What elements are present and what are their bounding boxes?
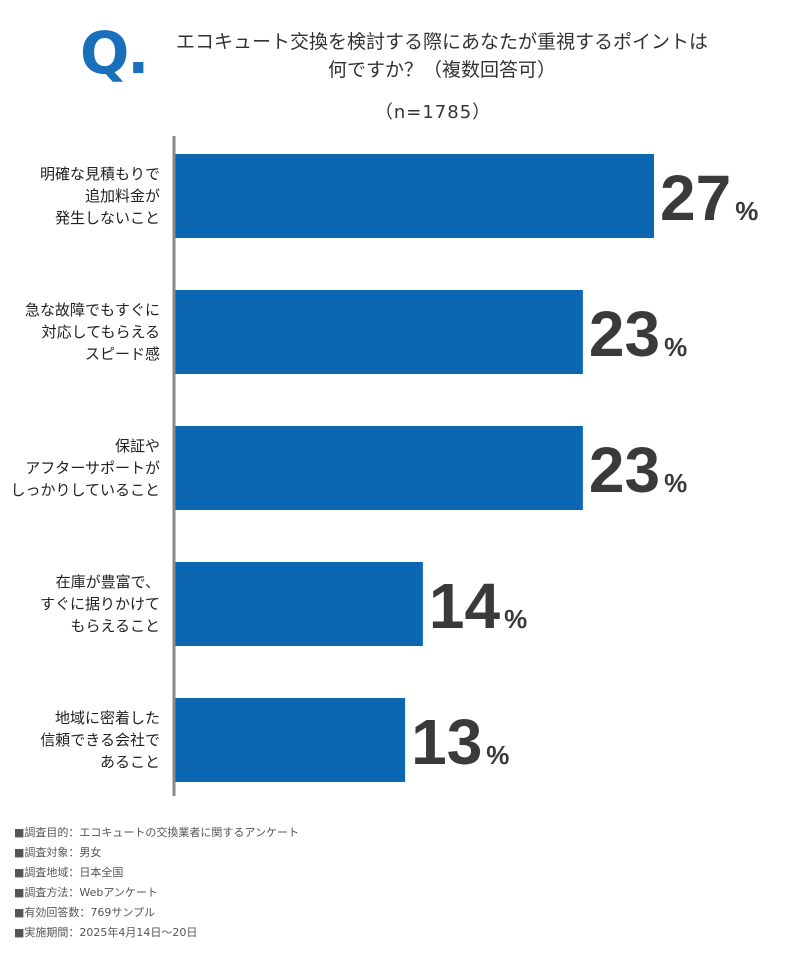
value-unit-5: % [486,740,509,770]
value-number-4: 14 [429,570,501,642]
bar-3 [174,426,583,510]
category-label-1-line-2: 追加料金が [85,187,160,205]
category-label-4-line-1: 在庫が豊富で、 [56,573,160,591]
value-number-2: 23 [589,298,660,370]
sample-size: （n=1785） [0,98,800,124]
category-label-1-line-1: 明確な見積もりで [40,165,160,183]
value-number-1: 27 [660,162,731,234]
question-mark-logo: Q. [80,24,149,82]
sample-size-text: （n=1785） [374,102,492,123]
category-label-2-line-1: 急な故障でもすぐに [25,301,160,319]
note-sample-count: ■有効回答数：769サンプル [14,906,156,919]
category-label-5-line-2: 信頼できる会社で [40,731,160,749]
question-title: エコキュート交換を検討する際にあなたが重視するポイントは 何ですか？（複数回答可… [142,28,742,84]
value-unit-2: % [664,332,687,362]
category-label-4-line-2: すぐに据りかけて [40,595,160,613]
category-label-5: 地域に密着した信頼できる会社であること [40,709,160,771]
value-label-3: 23% [589,434,687,506]
question-q-label: Q. [80,19,149,87]
note-period: ■実施期間：2025年4月14日〜20日 [14,926,198,939]
bar-5 [174,698,406,782]
value-unit-1: % [735,196,758,226]
survey-notes: ■調査目的：エコキュートの交換業者に関するアンケート ■調査対象：男女 ■調査地… [14,823,299,943]
note-target: ■調査対象：男女 [14,846,102,859]
value-unit-3: % [664,468,687,498]
category-label-5-line-3: あること [100,753,160,771]
value-label-1: 27% [660,162,758,234]
question-title-line-1: エコキュート交換を検討する際にあなたが重視するポイントは [175,31,708,53]
category-label-3: 保証やアフターサポートがしっかりしていること [10,437,160,499]
note-method: ■調査方法：Webアンケート [14,886,158,899]
category-label-3-line-2: アフターサポートが [25,459,160,477]
category-label-1: 明確な見積もりで追加料金が発生しないこと [40,165,160,227]
category-label-4-line-3: もらえること [70,617,160,635]
question-title-line-2: 何ですか？（複数回答可） [327,59,556,81]
category-label-1-line-3: 発生しないこと [55,209,160,227]
category-label-3-line-1: 保証や [115,437,160,455]
bar-2 [174,290,583,374]
value-label-5: 13% [411,706,509,778]
category-label-2-line-3: スピード感 [85,345,160,363]
bar-4 [174,562,423,646]
value-unit-4: % [504,604,527,634]
category-label-4: 在庫が豊富で、すぐに据りかけてもらえること [40,573,160,635]
value-number-5: 13 [411,706,482,778]
note-purpose: ■調査目的：エコキュートの交換業者に関するアンケート [14,826,299,839]
category-label-3-line-3: しっかりしていること [10,481,160,499]
bar-chart: 明確な見積もりで追加料金が発生しないこと 27 % 急な故障でもすぐに対応してもらえる… [10,136,758,796]
note-region: ■調査地域：日本全国 [14,866,124,879]
bar-1 [174,154,654,238]
value-label-4: 14% [429,570,527,642]
value-number-3: 23 [589,434,660,506]
category-label-2-line-2: 対応してもらえる [42,323,160,341]
category-label-5-line-1: 地域に密着した [55,709,160,727]
category-label-2: 急な故障でもすぐに対応してもらえるスピード感 [25,301,160,363]
value-label-2: 23% [589,298,687,370]
